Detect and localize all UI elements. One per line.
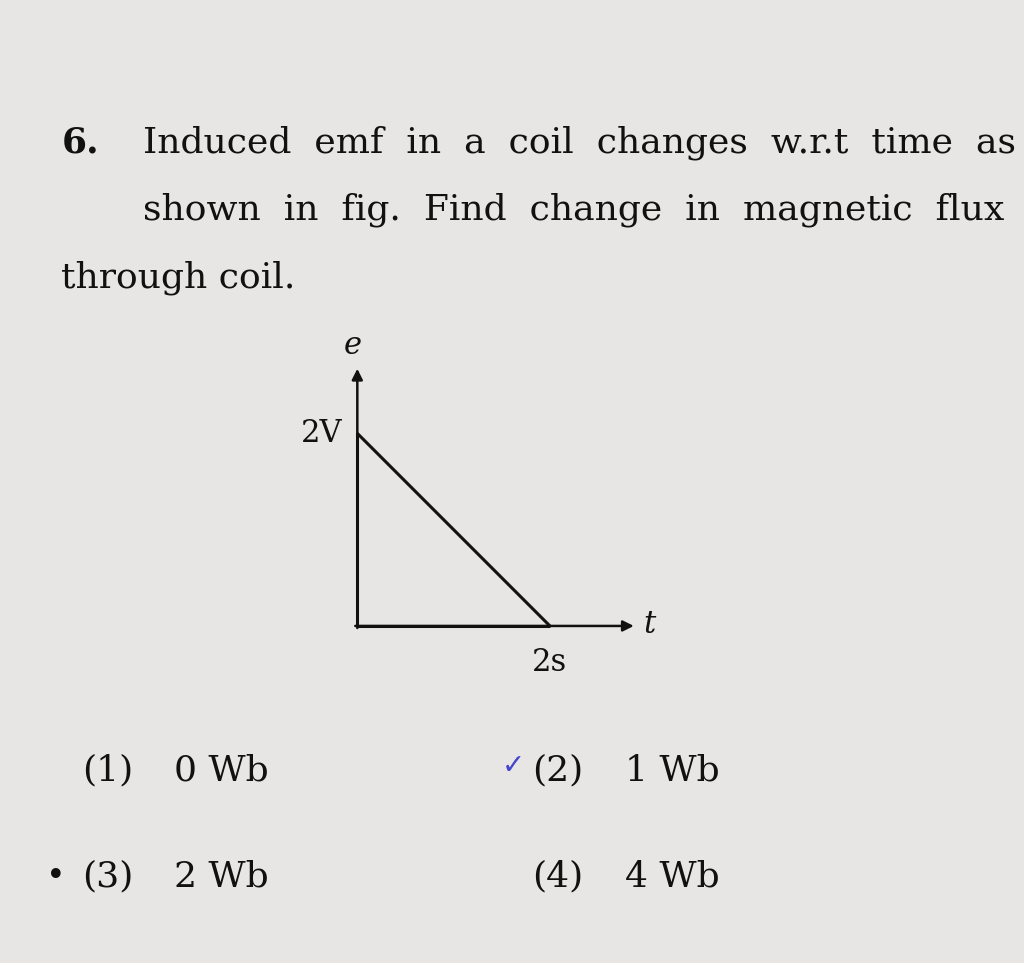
Text: (1): (1) [82,753,133,788]
Text: 4 Wb: 4 Wb [625,859,720,894]
Text: 0 Wb: 0 Wb [174,753,269,788]
Text: 2s: 2s [532,647,567,678]
Text: 1 Wb: 1 Wb [625,753,720,788]
Text: ✓: ✓ [502,751,525,780]
Text: 2V: 2V [301,418,343,449]
Text: (4): (4) [532,859,584,894]
Text: Induced  emf  in  a  coil  changes  w.r.t  time  as: Induced emf in a coil changes w.r.t time… [143,125,1017,160]
Text: 6.: 6. [61,125,99,159]
Text: shown  in  fig.  Find  change  in  magnetic  flux: shown in fig. Find change in magnetic fl… [143,193,1005,227]
Text: •: • [46,860,66,893]
Text: through coil.: through coil. [61,260,296,295]
Text: e: e [343,330,361,361]
Text: (3): (3) [82,859,133,894]
Text: 2 Wb: 2 Wb [174,859,269,894]
Text: (2): (2) [532,753,584,788]
Text: t: t [643,609,655,639]
